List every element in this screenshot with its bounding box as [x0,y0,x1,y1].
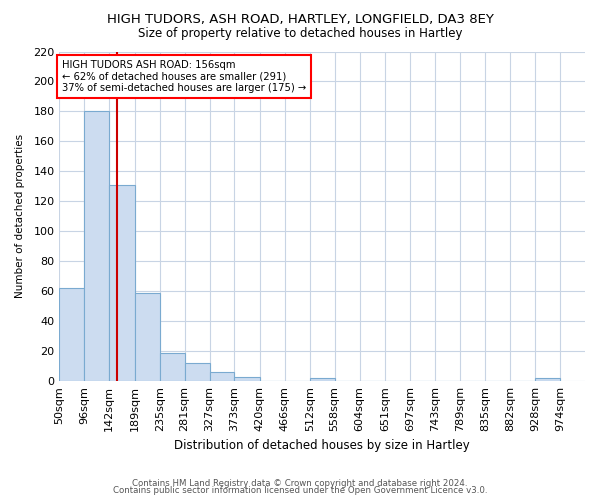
Bar [209,372,235,381]
Bar [109,185,135,381]
Bar [310,378,335,381]
Bar [535,378,560,381]
Text: Size of property relative to detached houses in Hartley: Size of property relative to detached ho… [138,28,462,40]
Bar [135,293,160,381]
Bar [235,376,260,381]
Text: HIGH TUDORS, ASH ROAD, HARTLEY, LONGFIELD, DA3 8EY: HIGH TUDORS, ASH ROAD, HARTLEY, LONGFIEL… [107,12,493,26]
Y-axis label: Number of detached properties: Number of detached properties [15,134,25,298]
Bar [185,363,209,381]
Text: HIGH TUDORS ASH ROAD: 156sqm
← 62% of detached houses are smaller (291)
37% of s: HIGH TUDORS ASH ROAD: 156sqm ← 62% of de… [62,60,307,93]
X-axis label: Distribution of detached houses by size in Hartley: Distribution of detached houses by size … [175,440,470,452]
Text: Contains HM Land Registry data © Crown copyright and database right 2024.: Contains HM Land Registry data © Crown c… [132,478,468,488]
Bar [85,112,109,381]
Bar [160,352,185,381]
Text: Contains public sector information licensed under the Open Government Licence v3: Contains public sector information licen… [113,486,487,495]
Bar [59,288,85,381]
